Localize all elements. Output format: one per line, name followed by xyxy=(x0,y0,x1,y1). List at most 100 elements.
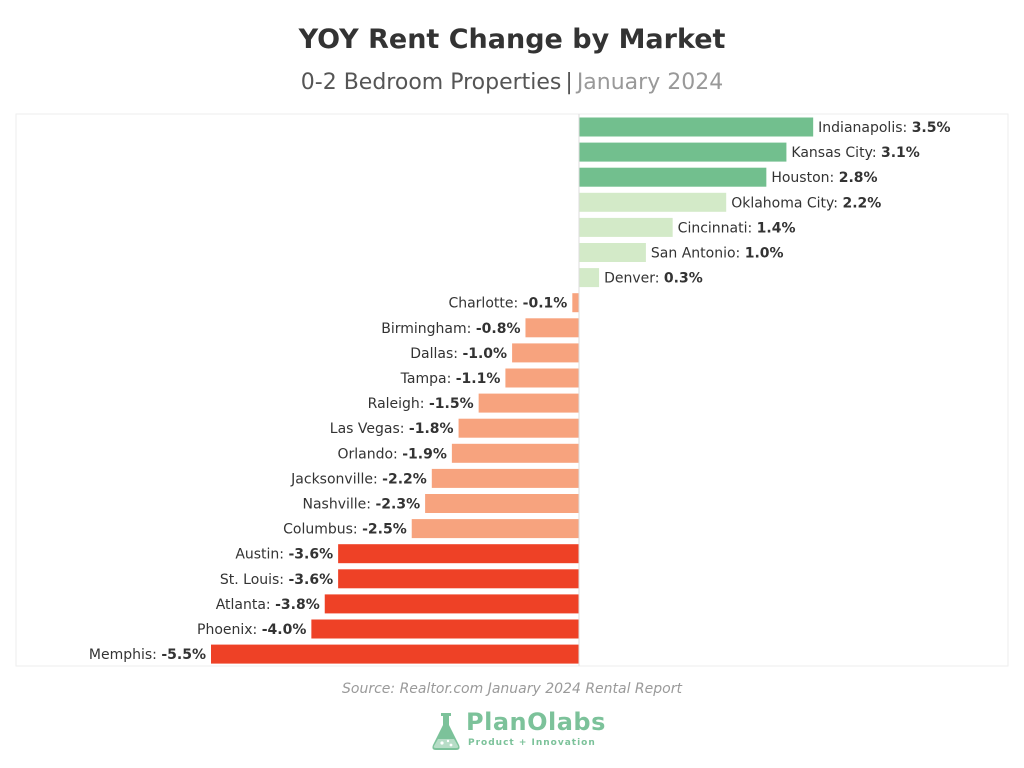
value-label: -2.2% xyxy=(382,471,427,487)
category-label: Kansas City: xyxy=(791,145,881,161)
bar xyxy=(425,494,579,513)
bar xyxy=(505,368,579,388)
logo-tagline: Product + Innovation xyxy=(468,738,596,748)
category-label: Indianapolis: xyxy=(818,120,912,136)
bar-label: Dallas: -1.0% xyxy=(410,346,507,362)
value-label: -3.6% xyxy=(288,547,333,563)
category-label: Cincinnati: xyxy=(678,220,757,236)
bar-label: Kansas City: 3.1% xyxy=(791,145,919,161)
value-label: 2.8% xyxy=(839,170,878,186)
bar-label: Atlanta: -3.8% xyxy=(216,597,320,613)
chart-subtitle: 0-2 Bedroom Properties | January 2024 xyxy=(0,70,1024,95)
bar xyxy=(512,343,579,363)
bar xyxy=(458,418,579,438)
bar-label: Denver: 0.3% xyxy=(604,271,703,287)
bar xyxy=(579,243,646,262)
value-label: 1.0% xyxy=(745,246,784,262)
source-note: Source: Realtor.com January 2024 Rental … xyxy=(342,681,682,697)
bar-label: San Antonio: 1.0% xyxy=(651,246,784,262)
bar-label: Phoenix: -4.0% xyxy=(197,622,306,638)
value-label: -1.0% xyxy=(462,346,507,362)
value-label: -1.5% xyxy=(429,396,474,412)
bar xyxy=(338,544,579,564)
category-label: San Antonio: xyxy=(651,246,745,262)
bar xyxy=(451,443,579,463)
value-label: -2.5% xyxy=(362,522,407,538)
category-label: Orlando: xyxy=(337,446,402,462)
bar xyxy=(579,167,767,187)
value-label: -0.1% xyxy=(523,296,568,312)
value-label: -0.8% xyxy=(476,321,521,337)
bar-label: Cincinnati: 1.4% xyxy=(678,220,796,236)
bar-label: Charlotte: -0.1% xyxy=(448,296,567,312)
category-label: Memphis: xyxy=(89,647,161,663)
plot-frame xyxy=(15,113,1009,667)
bar xyxy=(579,142,787,162)
bar xyxy=(211,644,579,664)
subtitle-separator: | xyxy=(565,70,573,95)
value-label: -2.3% xyxy=(375,497,420,513)
bar xyxy=(478,393,579,413)
bar xyxy=(411,519,579,539)
category-label: Tampa: xyxy=(400,371,456,387)
bar-label: St. Louis: -3.6% xyxy=(220,572,333,588)
category-label: Columbus: xyxy=(283,522,362,538)
bar xyxy=(579,117,814,137)
bar xyxy=(525,318,579,338)
bar xyxy=(431,468,579,488)
category-label: Charlotte: xyxy=(448,296,522,312)
bar xyxy=(311,619,579,639)
value-label: -1.1% xyxy=(456,371,501,387)
value-label: -4.0% xyxy=(262,622,307,638)
bar xyxy=(338,569,579,589)
category-label: Jacksonville: xyxy=(290,471,382,487)
category-label: Houston: xyxy=(771,170,838,186)
value-label: 0.3% xyxy=(664,271,703,287)
value-label: 3.1% xyxy=(881,145,920,161)
category-label: Birmingham: xyxy=(381,321,476,337)
bar-label: Raleigh: -1.5% xyxy=(368,396,474,412)
bar-label: Memphis: -5.5% xyxy=(89,647,206,663)
category-label: Phoenix: xyxy=(197,622,262,638)
bar-label: Indianapolis: 3.5% xyxy=(818,120,950,136)
category-label: Oklahoma City: xyxy=(731,195,842,211)
bar-label: Austin: -3.6% xyxy=(235,547,333,563)
bar-label: Birmingham: -0.8% xyxy=(381,321,520,337)
category-label: Nashville: xyxy=(303,497,376,513)
value-label: -1.9% xyxy=(402,446,447,462)
category-label: Dallas: xyxy=(410,346,462,362)
subtitle-date: January 2024 xyxy=(576,70,724,95)
flask-icon xyxy=(432,713,460,750)
subtitle-main: 0-2 Bedroom Properties xyxy=(300,70,562,95)
bar xyxy=(579,192,727,212)
value-label: -1.8% xyxy=(409,421,454,437)
value-label: 1.4% xyxy=(757,220,796,236)
value-label: 3.5% xyxy=(912,120,951,136)
bar-label: Houston: 2.8% xyxy=(771,170,877,186)
category-label: Austin: xyxy=(235,547,288,563)
value-label: -3.8% xyxy=(275,597,320,613)
chart-title: YOY Rent Change by Market xyxy=(298,24,726,55)
category-label: Denver: xyxy=(604,271,664,287)
bar-label: Columbus: -2.5% xyxy=(283,522,407,538)
bar-label: Tampa: -1.1% xyxy=(400,371,501,387)
category-label: Las Vegas: xyxy=(330,421,409,437)
value-label: -5.5% xyxy=(161,647,206,663)
bar xyxy=(579,268,600,288)
bar xyxy=(579,217,673,237)
category-label: Atlanta: xyxy=(216,597,275,613)
value-label: -3.6% xyxy=(288,572,333,588)
bar-label: Jacksonville: -2.2% xyxy=(290,471,427,487)
category-label: St. Louis: xyxy=(220,572,289,588)
bar-label: Nashville: -2.3% xyxy=(303,497,421,513)
bar xyxy=(324,594,579,614)
bar-label: Orlando: -1.9% xyxy=(337,446,446,462)
planolabs-logo: PlanOlabs Product + Innovation xyxy=(430,708,610,754)
bar xyxy=(572,293,579,313)
bar-label: Las Vegas: -1.8% xyxy=(330,421,454,437)
value-label: 2.2% xyxy=(842,195,881,211)
bar-label: Oklahoma City: 2.2% xyxy=(731,195,881,211)
logo-brand: PlanOlabs xyxy=(466,708,606,736)
category-label: Raleigh: xyxy=(368,396,429,412)
